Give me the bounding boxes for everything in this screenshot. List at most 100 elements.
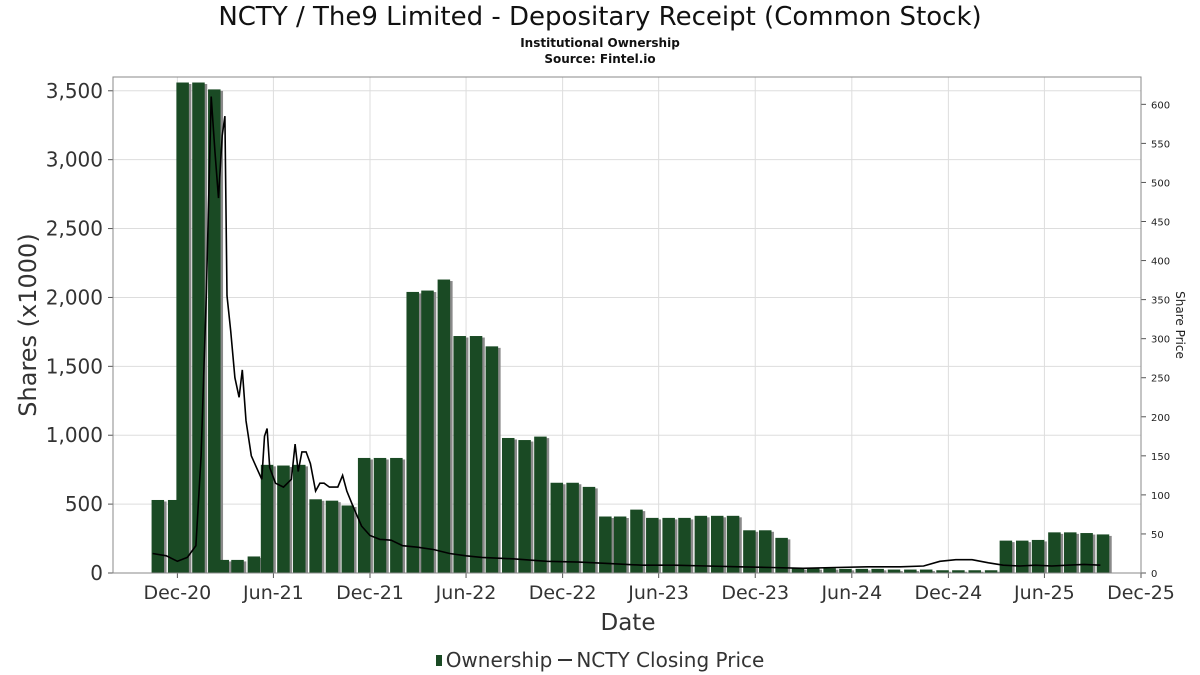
x-tick-label: Dec-23 bbox=[721, 582, 789, 604]
ownership-bar bbox=[216, 559, 229, 573]
ownership-bar bbox=[1048, 532, 1061, 573]
ownership-bar bbox=[984, 570, 998, 573]
ownership-bar bbox=[662, 517, 675, 573]
ownership-bar bbox=[999, 540, 1013, 573]
ownership-bar bbox=[208, 89, 221, 574]
y2-tick-label: 200 bbox=[1151, 413, 1170, 424]
ownership-bar bbox=[887, 569, 901, 573]
ownership-bar bbox=[1015, 540, 1029, 573]
y2-tick-label: 550 bbox=[1151, 139, 1170, 150]
x-tick-label: Jun-25 bbox=[1013, 582, 1075, 604]
ownership-bar bbox=[518, 440, 531, 573]
ownership-bar bbox=[871, 568, 884, 573]
ownership-bar bbox=[791, 568, 805, 573]
ownership-bar bbox=[646, 517, 659, 573]
y2-tick-label: 500 bbox=[1151, 178, 1170, 189]
ownership-bar bbox=[613, 516, 627, 573]
x-tick-label: Jun-22 bbox=[435, 582, 497, 604]
y-tick-label: 1,000 bbox=[46, 423, 103, 447]
ownership-bar bbox=[726, 515, 740, 573]
ownership-bar bbox=[550, 482, 564, 573]
ownership-bar bbox=[775, 537, 788, 573]
ownership-bar bbox=[453, 336, 466, 573]
ownership-bar bbox=[807, 568, 820, 573]
ownership-bar bbox=[469, 336, 483, 573]
x-tick-label: Dec-21 bbox=[336, 582, 404, 604]
x-tick-label: Dec-20 bbox=[143, 582, 211, 604]
ownership-bar bbox=[582, 486, 596, 573]
ownership-bar bbox=[839, 568, 852, 573]
ownership-bar bbox=[599, 516, 612, 573]
ownership-bar bbox=[1096, 534, 1110, 573]
ownership-bar bbox=[390, 457, 403, 573]
y2-tick-label: 250 bbox=[1151, 374, 1170, 385]
ownership-bar bbox=[694, 515, 708, 573]
ownership-bar bbox=[373, 457, 387, 573]
ownership-bar bbox=[357, 457, 371, 573]
y2-tick-label: 400 bbox=[1151, 257, 1170, 268]
ownership-bar bbox=[678, 517, 691, 573]
ownership-bar bbox=[501, 437, 515, 573]
y2-tick-label: 450 bbox=[1151, 218, 1170, 229]
x-axis-label: Date bbox=[601, 610, 656, 636]
chart-source: Source: Fintel.io bbox=[544, 52, 656, 66]
ownership-bar bbox=[855, 568, 869, 573]
y2-tick-label: 50 bbox=[1151, 530, 1164, 541]
y-tick-label: 3,000 bbox=[46, 148, 103, 172]
y2-tick-label: 600 bbox=[1151, 100, 1170, 111]
ownership-bar bbox=[743, 530, 756, 573]
y2-tick-label: 150 bbox=[1151, 452, 1170, 463]
ownership-bar bbox=[151, 499, 165, 573]
ownership-bar bbox=[1064, 532, 1077, 573]
legend-price-label: NCTY Closing Price bbox=[576, 648, 765, 672]
y-tick-label: 3,500 bbox=[46, 79, 103, 103]
chart-title: NCTY / The9 Limited - Depositary Receipt… bbox=[218, 2, 982, 32]
chart-subtitle: Institutional Ownership bbox=[520, 36, 680, 50]
ownership-bar bbox=[309, 499, 322, 573]
ownership-bar bbox=[710, 515, 724, 573]
x-tick-label: Jun-24 bbox=[820, 582, 882, 604]
ownership-bar bbox=[936, 570, 949, 573]
x-tick-label: Dec-22 bbox=[529, 582, 597, 604]
ownership-bar bbox=[968, 570, 981, 573]
y-axis-label: Shares (x1000) bbox=[14, 233, 42, 416]
plot-frame bbox=[112, 76, 1142, 574]
ownership-bar bbox=[534, 436, 547, 573]
legend-ownership-label: Ownership bbox=[445, 648, 553, 672]
ownership-bar bbox=[630, 509, 643, 573]
ownership-bar bbox=[823, 568, 836, 573]
x-tick-label: Dec-25 bbox=[1107, 582, 1175, 604]
ownership-bar bbox=[1031, 539, 1045, 573]
y2-axis-label: Share Price bbox=[1173, 291, 1187, 359]
ownership-bar bbox=[919, 569, 933, 573]
ownership-bar bbox=[758, 530, 772, 573]
ownership-bar bbox=[566, 482, 579, 573]
y2-tick-label: 0 bbox=[1151, 569, 1157, 580]
legend-ownership-swatch bbox=[435, 654, 442, 666]
ownership-bar bbox=[247, 556, 261, 573]
y-tick-label: 2,500 bbox=[46, 217, 103, 241]
y-tick-label: 0 bbox=[90, 561, 103, 585]
ownership-bar bbox=[421, 290, 434, 573]
ownership-bar bbox=[260, 464, 274, 573]
y-tick-label: 2,000 bbox=[46, 285, 103, 309]
x-tick-label: Dec-24 bbox=[914, 582, 982, 604]
ownership-bar bbox=[277, 465, 290, 573]
ownership-bar bbox=[952, 570, 965, 573]
ownership-bar bbox=[325, 500, 339, 573]
y-tick-label: 500 bbox=[65, 492, 103, 516]
ownership-bar bbox=[1080, 533, 1093, 573]
ownership-bar bbox=[176, 82, 189, 573]
legend-price-swatch bbox=[558, 659, 573, 661]
y2-tick-label: 350 bbox=[1151, 296, 1170, 307]
ownership-bar bbox=[485, 346, 499, 573]
ownership-bar bbox=[341, 505, 355, 573]
y-tick-label: 1,500 bbox=[46, 354, 103, 378]
x-tick-label: Jun-21 bbox=[242, 582, 304, 604]
price-line bbox=[152, 96, 1101, 570]
ownership-bar bbox=[904, 569, 917, 573]
ownership-bar bbox=[231, 559, 244, 573]
chart-legend: Ownership NCTY Closing Price bbox=[0, 648, 1200, 672]
x-tick-label: Jun-23 bbox=[627, 582, 689, 604]
